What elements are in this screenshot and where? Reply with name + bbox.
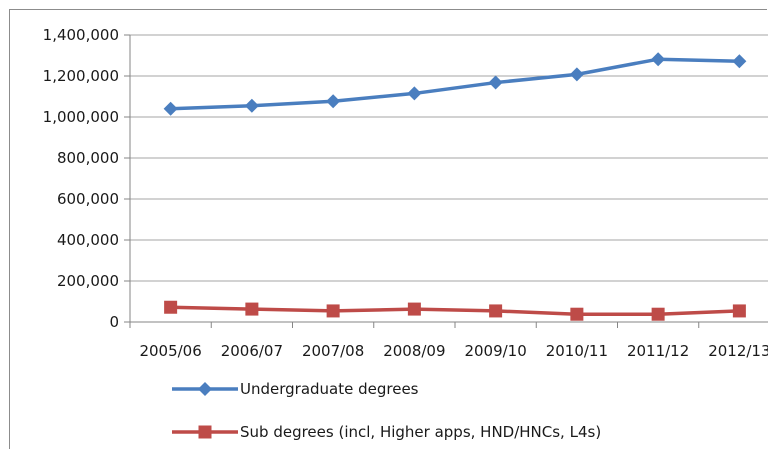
legend-label: Undergraduate degrees bbox=[240, 380, 419, 398]
data-point bbox=[407, 86, 422, 101]
x-tick-label: 2006/07 bbox=[221, 342, 283, 360]
data-point bbox=[244, 98, 259, 113]
x-tick-label: 2005/06 bbox=[139, 342, 201, 360]
legend-marker bbox=[198, 425, 212, 439]
data-point bbox=[326, 304, 340, 318]
y-tick-label: 1,000,000 bbox=[43, 108, 119, 126]
y-tick-label: 0 bbox=[109, 313, 119, 331]
data-point bbox=[326, 94, 341, 109]
x-tick-label: 2007/08 bbox=[302, 342, 364, 360]
data-point bbox=[570, 307, 584, 321]
y-tick-label: 1,200,000 bbox=[43, 67, 119, 85]
legend-marker bbox=[198, 382, 212, 396]
x-tick-label: 2012/13 bbox=[708, 342, 768, 360]
axes: 0 200,000 400,000 600,000 800,000 1,000,000 1,… bbox=[43, 26, 768, 360]
chart-frame bbox=[9, 9, 767, 449]
x-tick-label: 2009/10 bbox=[464, 342, 526, 360]
series bbox=[163, 52, 747, 321]
x-tick-label: 2010/11 bbox=[546, 342, 608, 360]
y-tick-label: 400,000 bbox=[57, 231, 119, 249]
data-point bbox=[651, 307, 665, 321]
data-point bbox=[732, 304, 746, 318]
gridlines bbox=[130, 34, 768, 282]
legend-label: Sub degrees (incl, Higher apps, HND/HNCs… bbox=[240, 423, 601, 441]
data-point bbox=[489, 304, 503, 318]
series-line bbox=[170, 57, 740, 111]
legend: Undergraduate degrees Sub degrees (incl, … bbox=[172, 380, 601, 441]
y-tick-label: 200,000 bbox=[57, 272, 119, 290]
data-point bbox=[164, 300, 178, 314]
data-point bbox=[732, 54, 747, 69]
data-point bbox=[488, 75, 503, 90]
y-tick-label: 600,000 bbox=[57, 190, 119, 208]
x-tick-label: 2011/12 bbox=[627, 342, 689, 360]
data-point bbox=[245, 302, 259, 316]
data-point bbox=[651, 52, 666, 67]
data-point bbox=[569, 67, 584, 82]
data-point bbox=[163, 101, 178, 116]
y-tick-label: 800,000 bbox=[57, 149, 119, 167]
y-tick-label: 1,400,000 bbox=[43, 26, 119, 44]
x-tick-label: 2008/09 bbox=[383, 342, 445, 360]
data-point bbox=[407, 302, 421, 316]
series-line bbox=[170, 305, 740, 316]
